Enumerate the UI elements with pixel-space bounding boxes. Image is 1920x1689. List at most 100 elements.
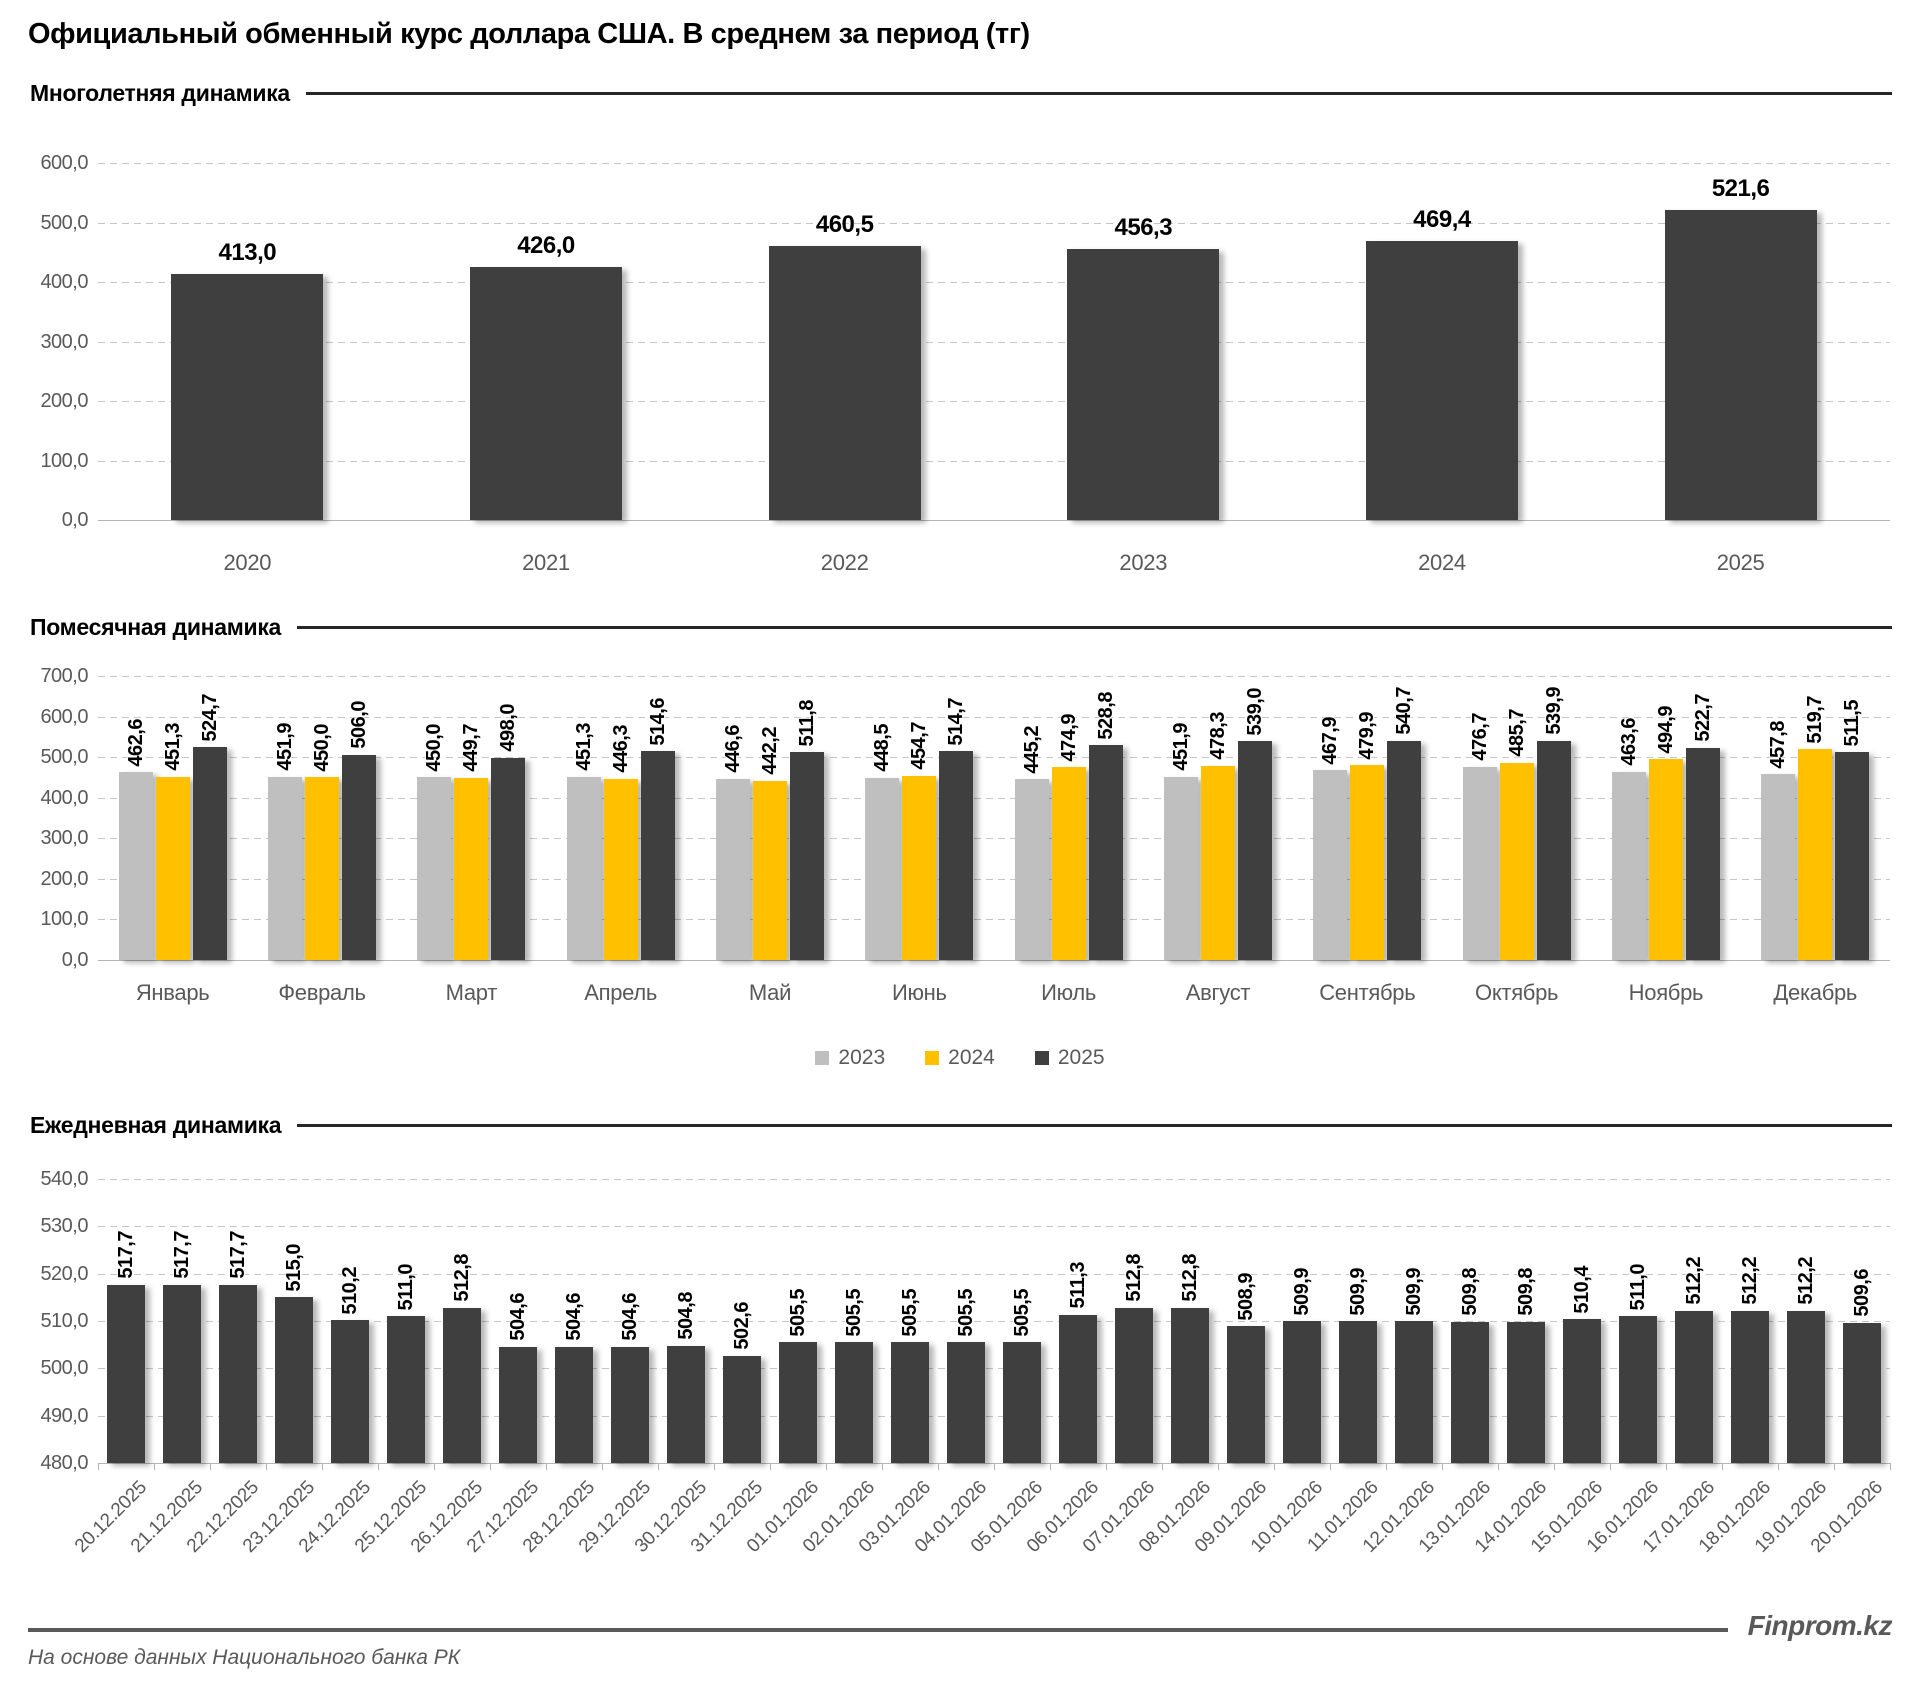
y-axis-tick: 500,0	[40, 746, 88, 769]
gridline	[98, 282, 1890, 283]
category-label: 2024	[1418, 550, 1466, 575]
bar-group: 467,9 479,9 540,7	[1313, 687, 1422, 960]
gridline	[98, 401, 1890, 402]
legend-item: 2023	[815, 1046, 885, 1070]
value-label: 512,2	[1683, 1257, 1705, 1305]
y-axis-tick: 480,0	[40, 1452, 88, 1474]
bar-slot: 457,8 519,7 511,5	[1741, 676, 1890, 960]
bar-slot: 512,8	[1162, 1179, 1218, 1463]
bar	[891, 1342, 929, 1463]
bar	[939, 751, 974, 960]
bar	[1611, 771, 1646, 960]
bar	[491, 757, 526, 960]
bar	[341, 754, 376, 960]
value-label: 509,8	[1515, 1268, 1537, 1316]
bar-group: 462,6 451,3 524,7	[118, 694, 227, 960]
x-axis-tick	[1834, 1463, 1835, 1470]
category-labels: Январь Февраль Март Апрель Май Июнь Июль Август…	[98, 980, 1890, 1006]
x-axis-tick	[1778, 1463, 1779, 1470]
bar-slot: 463,6 494,9 522,7	[1591, 676, 1740, 960]
bar-slot: 509,8	[1498, 1179, 1554, 1463]
gridline	[98, 919, 1890, 921]
bar-slot: 504,8	[658, 1179, 714, 1463]
bar-group: 451,9 450,0 506,0	[267, 701, 376, 960]
category-label: Август	[1185, 980, 1251, 1005]
category-label: 2021	[522, 550, 570, 575]
bar	[1619, 1316, 1657, 1463]
x-axis-tick	[1274, 1463, 1275, 1470]
bar-slot: 460,5	[695, 163, 994, 520]
bar-slot: 511,3	[1050, 1179, 1106, 1463]
section-rule	[305, 92, 1892, 95]
bar	[640, 751, 675, 960]
bar-group: 448,5 454,7 514,7	[865, 698, 974, 960]
x-axis-tick	[1218, 1463, 1219, 1470]
bar	[1462, 766, 1497, 960]
x-axis-tick	[1442, 1463, 1443, 1470]
bar-slot: 450,0 449,7 498,0	[397, 676, 546, 960]
gridline	[98, 838, 1890, 840]
bar-slot: 512,2	[1722, 1179, 1778, 1463]
value-label: 509,9	[1291, 1267, 1313, 1316]
bar-group: 451,3 446,3 514,6	[566, 698, 675, 960]
bar-col: 457,8	[1761, 721, 1796, 960]
date-labels: 20.12.2025 21.12.2025 22.12.2025 23.12.2025…	[71, 1477, 1890, 1637]
bar-col: 498,0	[491, 704, 526, 960]
bar	[1014, 779, 1049, 960]
value-label: 505,5	[899, 1288, 921, 1337]
value-label: 504,6	[507, 1293, 529, 1341]
y-axis-tick: 100,0	[40, 908, 88, 931]
value-label: 505,5	[787, 1288, 809, 1337]
value-label: 510,4	[1571, 1265, 1593, 1314]
x-axis-tick	[266, 1463, 267, 1470]
bar	[768, 246, 921, 520]
bar	[779, 1342, 817, 1463]
bar-col: 539,9	[1536, 687, 1571, 960]
bar	[1237, 741, 1272, 960]
x-axis-tick	[1386, 1463, 1387, 1470]
category-label: 2020	[223, 550, 272, 575]
x-axis-tick	[826, 1463, 827, 1470]
value-label: 512,2	[1795, 1257, 1817, 1305]
bar	[1365, 240, 1518, 520]
bar-slot: 517,7	[154, 1179, 210, 1463]
bar	[469, 266, 622, 520]
section-rule	[297, 1124, 1892, 1127]
value-label: 505,5	[1011, 1288, 1033, 1337]
bar-col: 467,9	[1313, 717, 1348, 960]
bar-col: 448,5	[865, 724, 900, 960]
x-axis-tick	[490, 1463, 491, 1470]
bar-col: 462,6	[118, 719, 153, 960]
value-label: 502,6	[731, 1302, 753, 1351]
bar-group: 445,2 474,9 528,8	[1014, 692, 1123, 960]
y-axis-tick: 600,0	[40, 152, 88, 174]
x-axis-tick	[434, 1463, 435, 1470]
category-label: Апрель	[584, 980, 658, 1005]
bar	[667, 1345, 705, 1463]
legend-item: 2024	[925, 1046, 995, 1070]
bar-col: 511,5	[1835, 700, 1870, 960]
category-label: Март	[445, 980, 498, 1005]
value-label: 511,0	[395, 1263, 417, 1311]
bar-col: 449,7	[454, 724, 489, 960]
bar	[499, 1346, 537, 1463]
legend-label: 2024	[948, 1046, 995, 1069]
y-axis-tick: 510,0	[40, 1310, 88, 1332]
bar-group: 463,6 494,9 522,7	[1611, 694, 1720, 960]
y-axis-tick: 700,0	[40, 665, 88, 687]
gridline	[98, 222, 1890, 224]
bar-col: 524,7	[192, 694, 227, 960]
gridline	[98, 1415, 1890, 1417]
bar-slot: 509,9	[1330, 1179, 1386, 1463]
bar-col: 528,8	[1088, 692, 1123, 960]
bar-slot: 509,9	[1386, 1179, 1442, 1463]
category-label: Ноябрь	[1628, 980, 1704, 1005]
bar-col: 511,8	[789, 700, 824, 960]
bar	[1200, 765, 1235, 960]
bar-slot: 511,0	[1610, 1179, 1666, 1463]
bar-slot: 509,6	[1834, 1179, 1890, 1463]
value-label: 512,8	[1123, 1254, 1145, 1302]
section-header-yearly: Многолетняя динамика	[30, 80, 1892, 107]
bar-col: 522,7	[1685, 694, 1720, 960]
